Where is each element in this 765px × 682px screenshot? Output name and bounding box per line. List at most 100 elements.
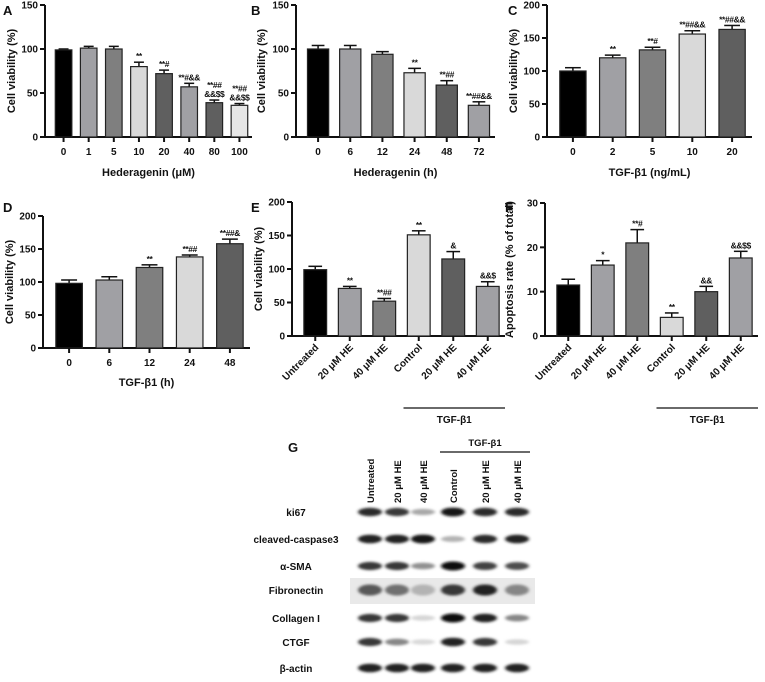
bar (659, 316, 684, 337)
panel-label: E (251, 200, 260, 215)
x-tick-label: 5 (111, 147, 117, 158)
blot-band (358, 534, 382, 544)
blot-band (411, 663, 435, 673)
bar (303, 269, 328, 337)
group-label: TGF-β1 (690, 415, 725, 426)
blot-band (505, 639, 529, 645)
bar (559, 70, 587, 138)
significance-label: ** (412, 57, 419, 67)
blot-band (473, 613, 497, 623)
significance-label: **## (182, 244, 197, 254)
y-tick-label: 150 (268, 231, 285, 242)
blot-band (441, 561, 465, 571)
y-axis-title: Cell viability (%) (4, 239, 16, 324)
blot-band (505, 614, 529, 622)
bar (337, 287, 362, 337)
y-tick-label: 50 (25, 311, 37, 322)
significance-label: **# (159, 59, 170, 69)
blot-band (505, 507, 529, 517)
group-label: TGF-β1 (468, 438, 502, 449)
significance-label: ** (347, 275, 354, 285)
significance-label: **## (207, 80, 222, 90)
x-tick-label: 20 (159, 147, 171, 158)
blot-band (441, 613, 465, 623)
blot-band (358, 663, 382, 673)
x-tick-label: 2 (610, 147, 616, 158)
protein-label: Fibronectin (269, 586, 323, 597)
x-tick-label: 20 (727, 147, 739, 158)
blot-band (358, 584, 382, 596)
blot-band (441, 637, 465, 647)
blot-band (473, 562, 497, 570)
significance-label: **##&& (719, 14, 745, 24)
y-tick-label: 0 (283, 133, 289, 144)
y-axis-title: Cell viability (%) (256, 28, 268, 113)
x-tick-label: Untreated (281, 342, 322, 383)
protein-label: Collagen I (272, 614, 320, 625)
x-tick-label: 0 (61, 147, 67, 158)
x-tick-label: 24 (184, 358, 196, 369)
significance-label: ** (136, 51, 143, 61)
bar (54, 49, 73, 138)
x-tick-label: 6 (347, 147, 353, 158)
blot-band (411, 584, 435, 596)
blot-band (441, 584, 465, 596)
blot-band (473, 663, 497, 673)
bar (441, 258, 466, 337)
x-tick-label: Control (645, 342, 678, 375)
chart-panel-d: D 0 50 100 150 200 Cell viability (%) 0 6 ** 12 **#… (3, 200, 250, 389)
y-tick-label: 0 (279, 332, 285, 343)
bar (55, 282, 83, 349)
blot-band (441, 507, 465, 517)
panel-label: A (3, 3, 13, 18)
blot-band (385, 561, 409, 571)
x-tick-label: 48 (441, 147, 453, 158)
bar (130, 65, 148, 138)
significance-label: &&$$ (731, 240, 752, 250)
bar (598, 57, 627, 138)
blot-band (358, 613, 382, 623)
blot-band (411, 639, 435, 645)
protein-label: CTGF (282, 638, 309, 649)
significance-label: **#&& (178, 72, 200, 82)
blot-band (385, 663, 409, 673)
blot-band (441, 536, 465, 542)
x-axis-title: TGF-β1 (h) (119, 377, 175, 389)
y-tick-label: 100 (21, 45, 38, 56)
x-tick-label: 0 (570, 147, 576, 158)
significance-label: && (701, 275, 713, 285)
lane-label: 20 μM HE (393, 460, 404, 503)
protein-label: β-actin (280, 664, 313, 675)
significance-label: **## (377, 287, 392, 297)
bar (180, 86, 199, 138)
significance-label: * (601, 250, 605, 260)
x-tick-label: 100 (231, 147, 248, 158)
bar (467, 104, 491, 138)
y-tick-label: 0 (30, 344, 36, 355)
significance-label: **# (632, 219, 643, 229)
group-label: TGF-β1 (437, 415, 472, 426)
x-tick-label: 0 (315, 147, 321, 158)
y-tick-label: 50 (278, 89, 290, 100)
x-tick-label: 12 (144, 358, 156, 369)
blot-band (505, 663, 529, 673)
y-tick-label: 100 (272, 45, 289, 56)
chart-panel-f: F 0 10 20 30 Apoptosis rate (% of total) Untre… (504, 199, 758, 426)
bar (403, 72, 426, 138)
y-axis-title: Apoptosis rate (% of total) (504, 201, 516, 338)
lane-label: Untreated (366, 458, 377, 503)
blot-band (385, 584, 409, 596)
x-tick-label: 80 (209, 147, 221, 158)
x-tick-label: 72 (473, 147, 485, 158)
x-tick-label: 40 μM HE (707, 342, 747, 382)
bar (694, 291, 719, 337)
y-tick-label: 20 (527, 243, 539, 254)
protein-label: cleaved-caspase3 (253, 535, 339, 546)
western-blot-panel-g: G Untreated 20 μM HE 40 μM HE Control 20 μM H… (253, 438, 535, 675)
x-tick-label: 20 μM HE (420, 342, 460, 382)
x-tick-label: 0 (66, 358, 72, 369)
chart-panel-a: A 0 50 100 150 Cell viability (%) 0 1 5 ** 10 **# 20… (3, 1, 252, 179)
x-tick-label: 20 μM HE (569, 342, 609, 382)
y-tick-label: 150 (272, 1, 289, 12)
